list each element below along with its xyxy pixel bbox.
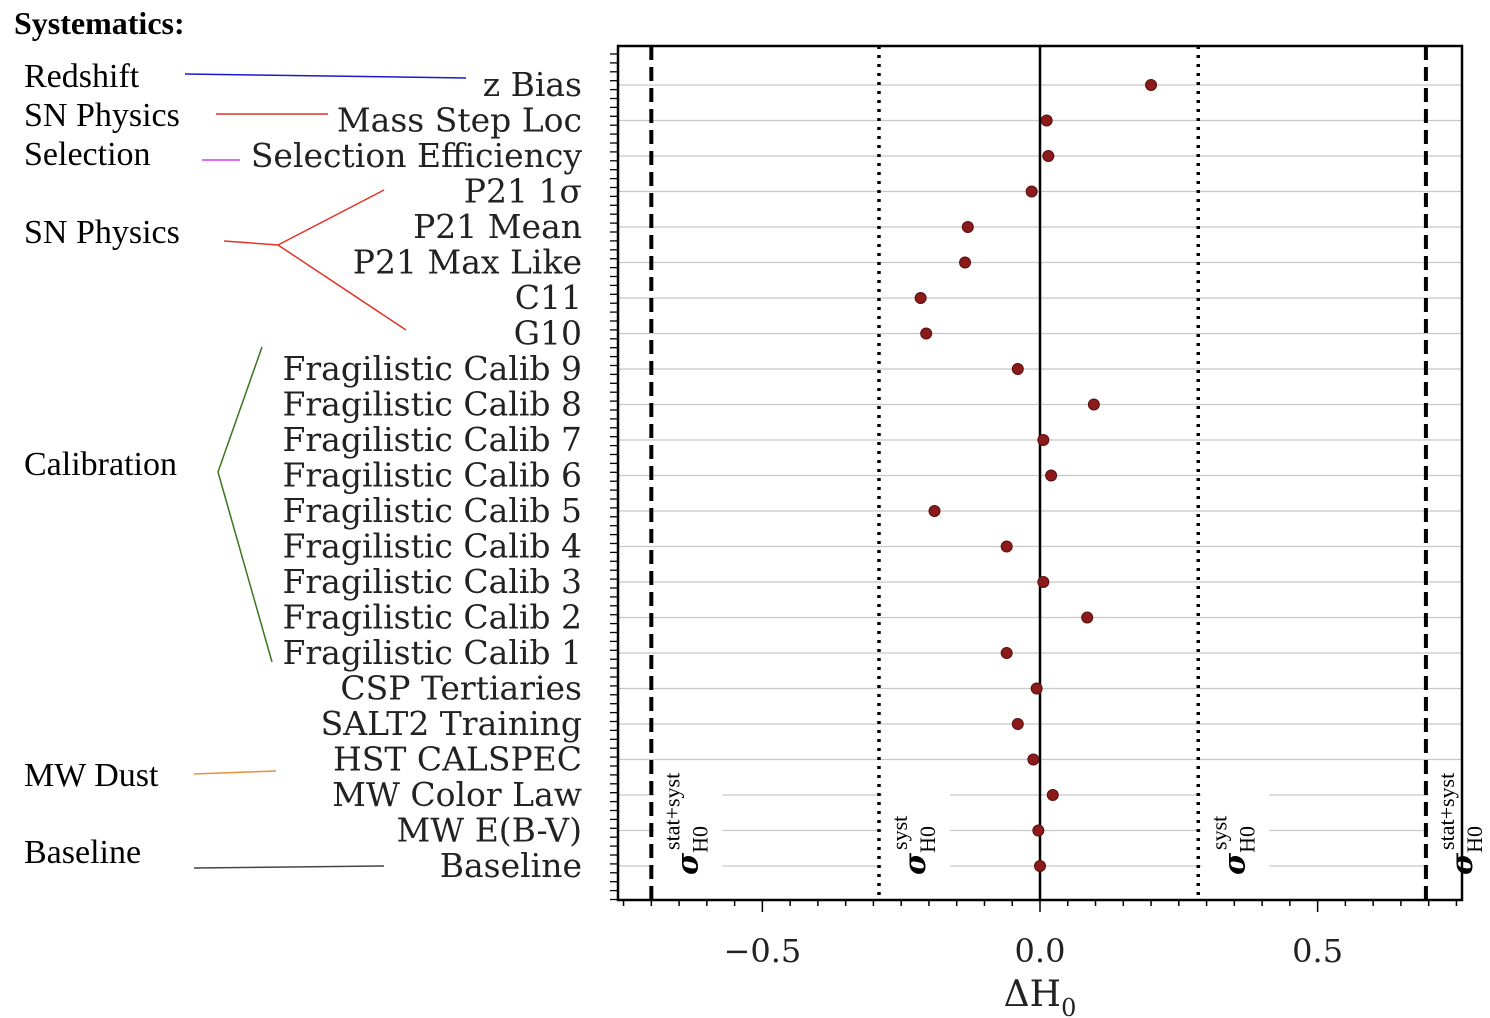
data-point	[1000, 540, 1013, 553]
row-label: G10	[514, 314, 582, 353]
chart-header: Systematics:	[14, 5, 185, 41]
group-connector-sn-physics-2-lower	[277, 244, 407, 331]
x-tick-label: 0.5	[1292, 932, 1343, 970]
data-point	[1030, 682, 1043, 695]
sigma-label-box	[1201, 787, 1270, 898]
row-label: P21 Mean	[413, 207, 582, 246]
row-label: MW E(B-V)	[397, 811, 582, 850]
data-point	[928, 505, 941, 517]
data-point	[1046, 789, 1059, 801]
row-label: CSP Tertiaries	[340, 669, 582, 708]
row-label: Fragilistic Calib 8	[283, 385, 583, 424]
data-point	[1145, 79, 1158, 91]
row-label: Fragilistic Calib 5	[283, 491, 583, 530]
group-connector-sn-physics-2-upper	[223, 189, 385, 246]
row-label: C11	[515, 278, 582, 317]
x-tick-label: −0.5	[724, 932, 802, 970]
group-label-sn-physics-1: SN Physics	[24, 97, 180, 134]
row-label: Fragilistic Calib 1	[283, 633, 583, 672]
x-axis-label: ΔH0	[1004, 974, 1077, 1018]
row-label: Fragilistic Calib 2	[283, 598, 583, 637]
group-label-calibration: Calibration	[24, 446, 177, 483]
data-point	[959, 256, 972, 269]
group-label-redshift: Redshift	[24, 58, 140, 95]
group-connector-baseline	[193, 865, 385, 869]
group-annotations: Redshift SN Physics Selection SN Physics…	[24, 58, 467, 871]
sigma-annotation: σH0syst	[887, 816, 940, 875]
data-point	[1032, 824, 1045, 837]
row-label: Fragilistic Calib 6	[283, 456, 583, 495]
group-connector-calibration	[217, 346, 273, 663]
data-point	[1027, 753, 1040, 766]
data-point	[914, 292, 927, 304]
sigma-annotation: σH0syst	[1206, 816, 1259, 875]
row-label: Fragilistic Calib 4	[283, 527, 583, 566]
group-label-sn-physics-2: SN Physics	[24, 214, 180, 251]
row-label: z Bias	[483, 65, 582, 104]
data-point	[1025, 185, 1038, 198]
sigma-label-box	[881, 787, 950, 898]
row-label: Selection Efficiency	[251, 136, 583, 175]
data-point	[1087, 398, 1100, 411]
row-label: SALT2 Training	[321, 704, 582, 743]
data-point	[961, 221, 974, 233]
data-point	[920, 327, 933, 340]
row-label: Baseline	[440, 846, 582, 885]
group-label-mw-dust: MW Dust	[24, 757, 159, 794]
group-connector-mw-dust	[193, 770, 277, 775]
row-label: HST CALSPEC	[333, 740, 582, 779]
data-point	[1045, 469, 1058, 482]
group-label-selection: Selection	[24, 136, 151, 173]
row-label: Fragilistic Calib 3	[283, 562, 583, 601]
group-label-baseline: Baseline	[24, 834, 141, 871]
x-tick-label: 0.0	[1015, 932, 1066, 970]
data-point	[1011, 718, 1024, 730]
row-label: P21 1σ	[464, 172, 582, 211]
sigma-label-box	[1428, 787, 1490, 898]
data-point	[1037, 434, 1050, 446]
data-point	[1034, 860, 1046, 872]
row-label: P21 Max Like	[353, 243, 582, 282]
sigma-annotation: σH0stat+syst	[659, 773, 712, 875]
plot-area: σH0stat+syst σH0syst σH0syst σH0stat+syst −0…	[251, 44, 1490, 1018]
data-point	[1040, 114, 1053, 127]
data-point	[1037, 576, 1050, 588]
row-label: Mass Step Loc	[337, 101, 582, 140]
sigma-annotation: σH0stat+syst	[1434, 773, 1487, 875]
data-point	[1000, 647, 1013, 659]
group-connector-redshift	[184, 73, 467, 79]
row-label: MW Color Law	[332, 775, 582, 814]
row-label: Fragilistic Calib 9	[283, 349, 583, 388]
data-point	[1081, 611, 1094, 624]
sigma-label-box	[654, 787, 723, 898]
data-point	[1042, 150, 1055, 162]
row-label: Fragilistic Calib 7	[283, 420, 583, 459]
data-point	[1011, 363, 1024, 375]
